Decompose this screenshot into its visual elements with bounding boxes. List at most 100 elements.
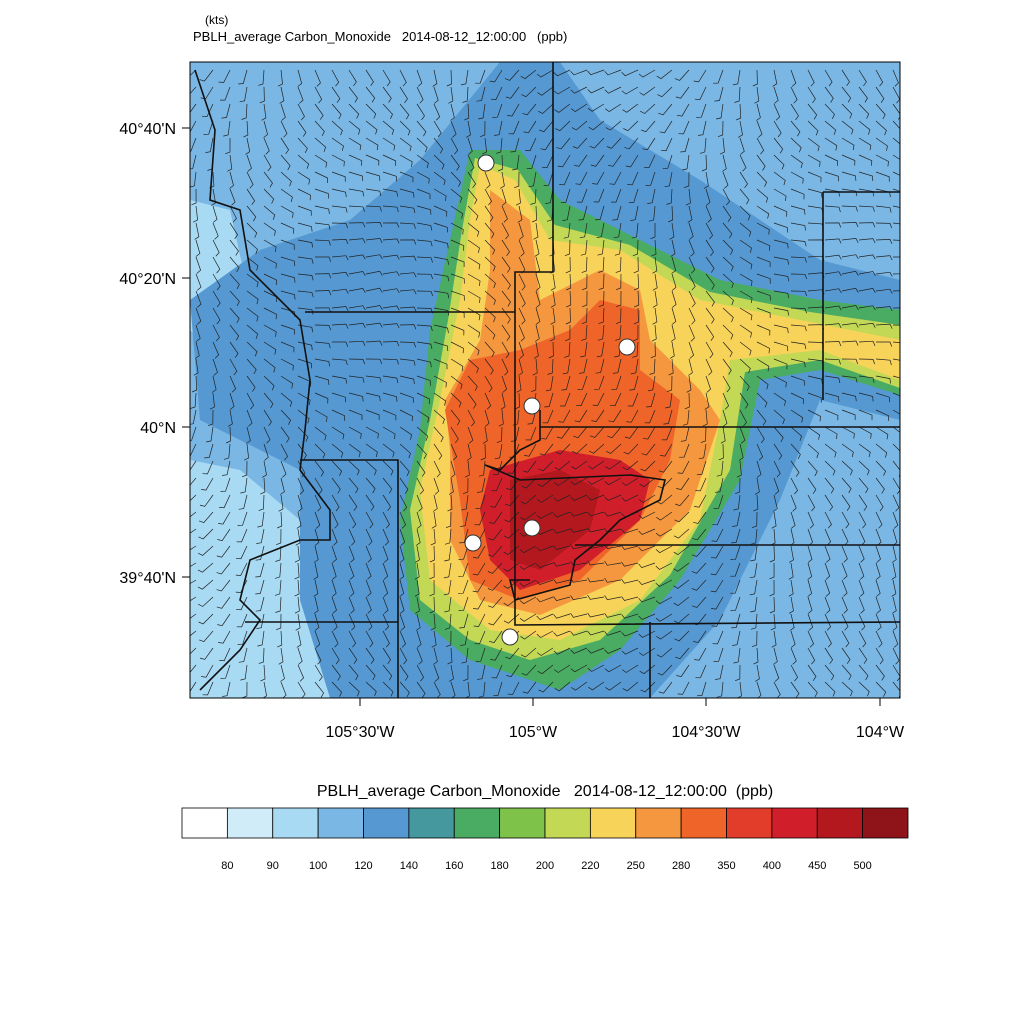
wind-barb [545, 375, 554, 392]
wind-barb [399, 511, 407, 529]
colorbar-box [635, 807, 682, 839]
wind-barb [790, 86, 798, 104]
wind-barb [824, 137, 838, 151]
wind-barb [807, 120, 819, 136]
wind-barb [494, 443, 503, 460]
wind-barb [365, 358, 383, 365]
wind-barb [638, 579, 656, 586]
wind-barb [348, 528, 356, 546]
wind-barb [604, 69, 622, 76]
wind-barb [858, 254, 876, 260]
site [618, 338, 636, 356]
wind-barb [491, 477, 503, 492]
wind-barb [710, 545, 724, 559]
wind-barb [382, 375, 399, 384]
wind-barb [399, 324, 417, 330]
wind-barb [807, 171, 822, 183]
wind-barb [528, 171, 537, 188]
wind-barb [314, 426, 327, 441]
wind-barb [500, 392, 506, 410]
wind-barb [611, 188, 622, 203]
wind-barb [348, 596, 355, 614]
wind-barb [263, 137, 270, 155]
wind-barb [691, 545, 707, 557]
wind-barb [314, 222, 331, 230]
wind-barb [750, 613, 758, 630]
wind-barb [399, 647, 408, 665]
wind-barb [331, 306, 349, 312]
wind-barb [550, 273, 556, 291]
wind-barb [433, 273, 450, 282]
wind-barb [416, 86, 424, 104]
wind-barb [571, 460, 588, 470]
wind-barb [478, 103, 486, 120]
wind-barb [399, 120, 411, 136]
wind-barb [416, 120, 427, 137]
wind-barb [587, 577, 605, 583]
wind-barb [487, 562, 503, 574]
wind-barb [638, 494, 656, 503]
wind-barb [655, 528, 673, 537]
wind-barb [399, 545, 405, 563]
wind-barb [365, 171, 381, 181]
wind-barb [841, 545, 848, 563]
wind-barb [537, 86, 554, 96]
wind-barb [235, 545, 248, 560]
wind-barb [633, 307, 639, 325]
wind-barb [638, 528, 656, 535]
wind-barb [892, 477, 900, 495]
wind-barb [625, 154, 639, 168]
wind-barb [537, 477, 554, 488]
wind-barb [365, 681, 377, 697]
wind-barb [536, 494, 554, 503]
colorbar-label: 400 [763, 860, 781, 872]
wind-barb [554, 460, 571, 471]
wind-barb [500, 171, 505, 189]
wind-barb [807, 443, 819, 459]
wind-barb [512, 154, 520, 171]
units-label: (kts) [205, 13, 228, 27]
wind-barb [858, 630, 867, 648]
wind-barb [195, 290, 202, 308]
wind-barb [506, 664, 520, 677]
wind-barb [484, 273, 496, 289]
wind-barb [365, 545, 372, 563]
wind-barb [682, 409, 690, 426]
wind-barb [216, 579, 231, 592]
wind-barb [633, 324, 639, 342]
wind-barb [314, 137, 327, 152]
wind-barb [564, 239, 571, 257]
wind-barb [841, 120, 854, 135]
wind-barb [331, 443, 344, 458]
wind-barb [716, 681, 724, 698]
wind-barb [534, 324, 540, 342]
wind-barb [313, 579, 319, 597]
wind-barb [280, 324, 295, 335]
wind-barb [280, 239, 295, 250]
wind-barb [773, 222, 788, 233]
wind-barb [554, 103, 571, 113]
colorbar-box [317, 807, 364, 839]
wind-barb [216, 562, 231, 575]
wind-barb [190, 477, 197, 486]
wind-barb [858, 443, 871, 458]
wind-barb [773, 681, 781, 698]
wind-barb [190, 103, 197, 113]
site [477, 154, 495, 172]
wind-barb [216, 596, 231, 609]
wind-barb [773, 409, 785, 425]
wind-barb [365, 511, 374, 529]
wind-barb [807, 562, 813, 580]
wind-barb [365, 443, 378, 458]
wind-barb [217, 613, 231, 626]
wind-barb [807, 681, 818, 698]
wind-barb [858, 305, 876, 311]
wind-barb [790, 137, 802, 153]
wind-barb [416, 222, 433, 231]
wind-barb [198, 613, 214, 625]
wind-barb [280, 392, 293, 407]
wind-barb [314, 460, 325, 477]
wind-barb [348, 137, 362, 151]
sites [464, 154, 636, 646]
wind-barb [841, 528, 849, 546]
